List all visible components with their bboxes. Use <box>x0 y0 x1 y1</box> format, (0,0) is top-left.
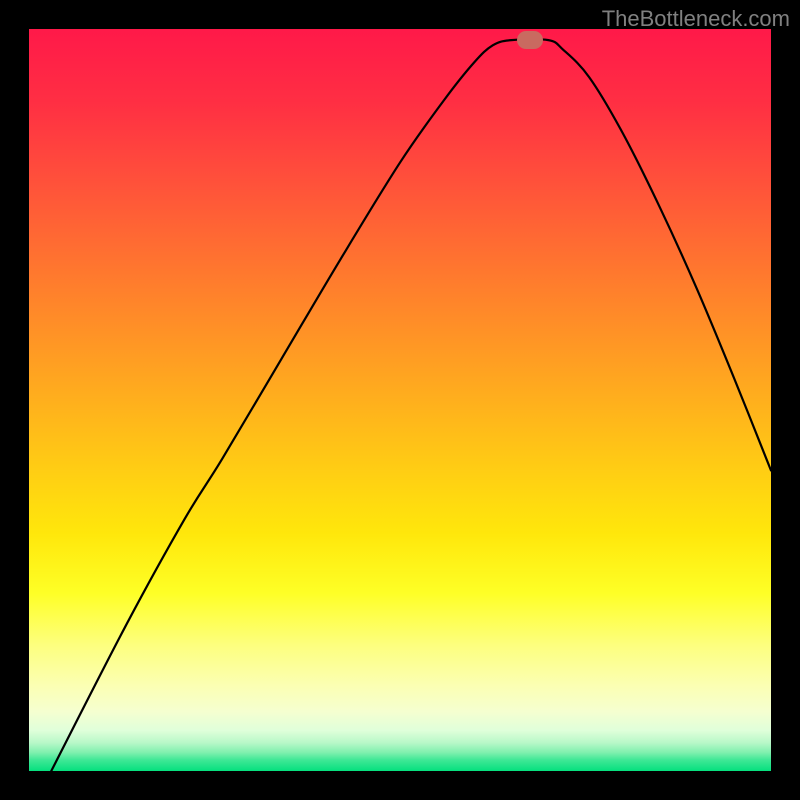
plot-area <box>29 29 771 771</box>
minimum-marker <box>517 31 543 49</box>
chart-container: TheBottleneck.com <box>0 0 800 800</box>
gradient-background <box>29 29 771 771</box>
watermark-text: TheBottleneck.com <box>602 6 790 32</box>
chart-svg <box>29 29 771 771</box>
